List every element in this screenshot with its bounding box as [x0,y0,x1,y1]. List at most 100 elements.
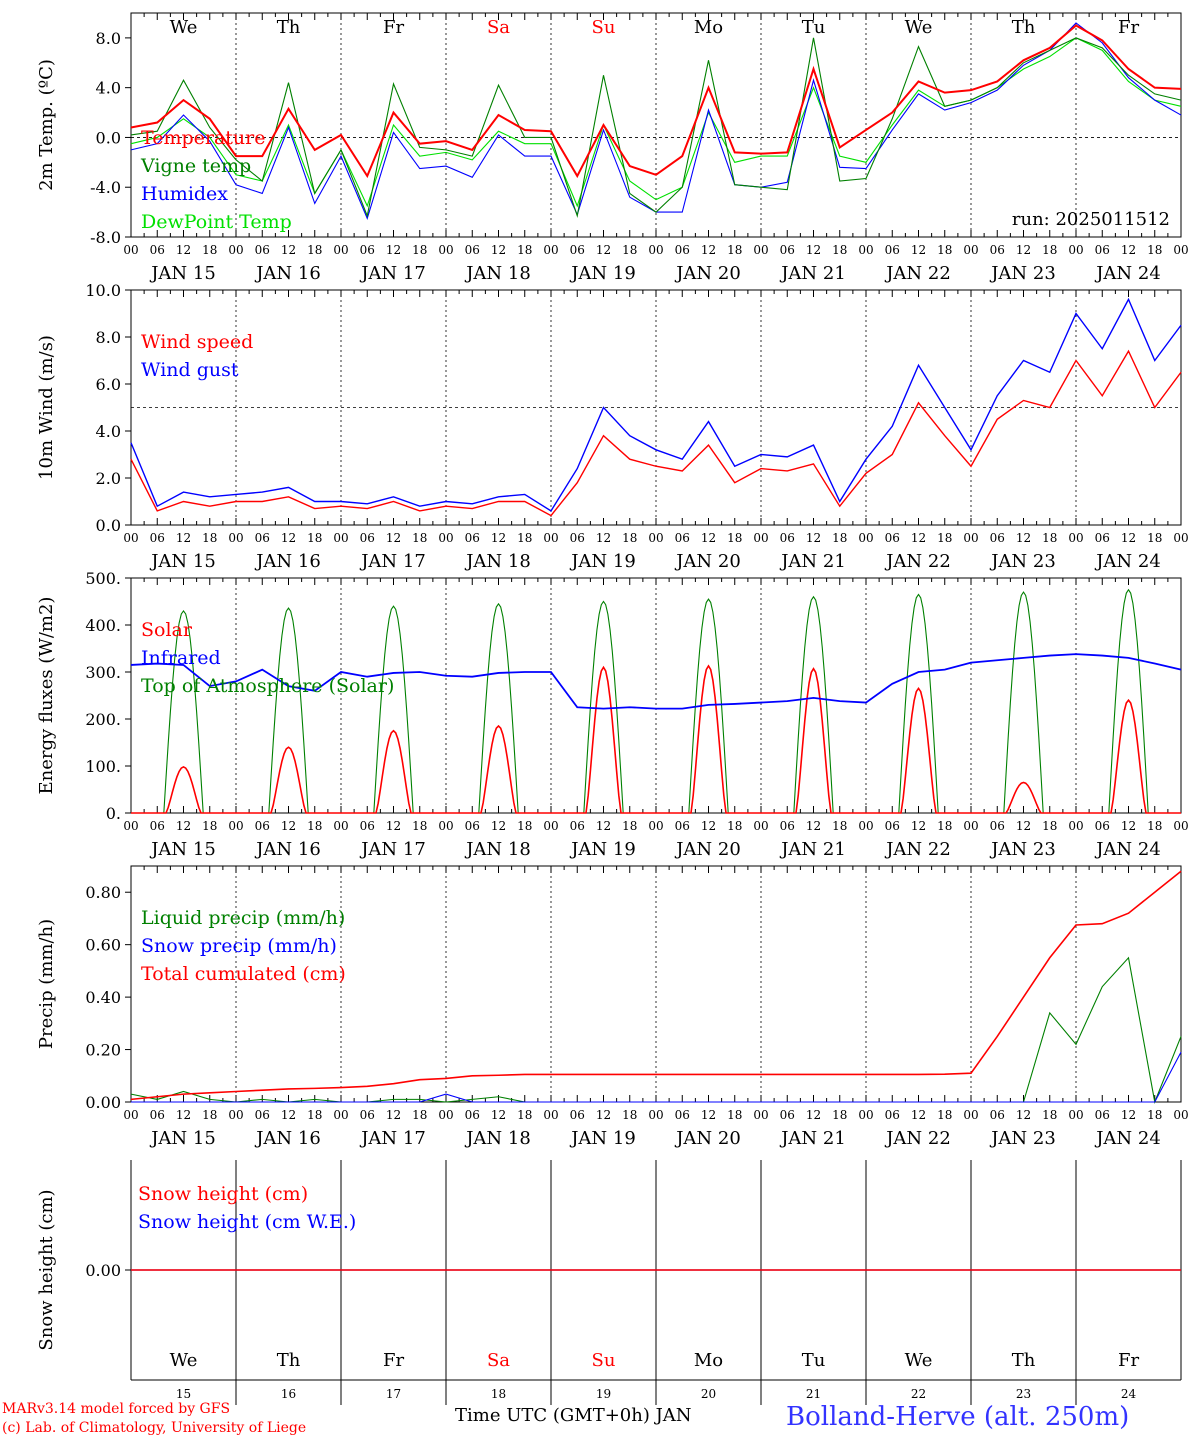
hour-tick-label: 00 [1068,819,1083,833]
hour-tick-label: 06 [990,531,1005,545]
hour-tick-label: 00 [333,819,348,833]
weekday-label: We [905,1350,933,1371]
day-label: JAN 17 [359,551,426,572]
hour-tick-label: 06 [990,819,1005,833]
hour-tick-label: 00 [1173,243,1188,257]
hour-tick-label: 18 [622,1108,637,1122]
weekday-label: Fr [383,17,404,38]
day-number: 18 [491,1387,506,1401]
y-tick-label: 0.0 [96,128,121,147]
y-tick-label: 4.0 [96,422,121,441]
day-number: 24 [1121,1387,1137,1401]
hour-tick-label: 18 [727,531,742,545]
solar-day-curve [551,665,656,814]
series-line-total-cumulated-cm- [130,870,1182,1101]
hour-tick-label: 18 [832,819,847,833]
day-number: 19 [596,1387,611,1401]
hour-tick-label: 18 [727,1108,742,1122]
model-credit: MARv3.14 model forced by GFS [2,1401,231,1417]
hour-tick-label: 18 [517,531,532,545]
day-number: 21 [806,1387,821,1401]
hour-tick-label: 06 [360,819,375,833]
hour-tick-label: 12 [596,243,611,257]
hour-tick-label: 18 [832,531,847,545]
hour-tick-label: 12 [596,1108,611,1122]
hour-tick-label: 06 [675,531,690,545]
y-axis-label: Precip (mm/h) [36,919,57,1049]
hour-tick-label: 00 [753,819,768,833]
day-label: JAN 17 [359,839,426,860]
hour-tick-label: 06 [255,243,270,257]
hour-tick-label: 12 [176,1108,191,1122]
y-tick-label: 0.80 [85,883,121,902]
series-line-temperature [130,24,1182,179]
hour-tick-label: 06 [1095,243,1110,257]
weekday-label: Tu [802,17,826,38]
y-axis-label: Snow height (cm) [36,1189,57,1350]
day-label: JAN 15 [149,551,216,572]
hour-tick-label: 18 [517,243,532,257]
hour-tick-label: 18 [1042,819,1057,833]
hour-tick-label: 18 [1042,1108,1057,1122]
hour-tick-label: 00 [543,531,558,545]
legend-entry: Vigne temp [140,155,251,177]
hour-tick-label: 00 [228,819,243,833]
day-label: JAN 24 [1094,839,1161,860]
y-tick-label: 0.00 [85,1261,121,1280]
hour-tick-label: 06 [675,819,690,833]
hour-tick-label: 18 [307,1108,322,1122]
day-label: JAN 24 [1094,1128,1161,1149]
hour-tick-label: 00 [1173,531,1188,545]
hour-tick-label: 12 [911,243,926,257]
hour-tick-label: 00 [648,819,663,833]
hour-tick-label: 06 [150,1108,165,1122]
hour-tick-label: 18 [1147,243,1162,257]
y-tick-label: 0. [106,804,121,823]
hour-tick-label: 18 [412,1108,427,1122]
hour-tick-label: 18 [727,243,742,257]
hour-tick-label: 12 [176,243,191,257]
hour-tick-label: 00 [858,819,873,833]
hour-tick-label: 18 [1042,243,1057,257]
hour-tick-label: 12 [1121,819,1136,833]
day-label: JAN 22 [884,839,951,860]
day-label: JAN 23 [989,1128,1056,1149]
day-number: 16 [281,1387,296,1401]
y-tick-label: 200. [85,710,121,729]
day-label: JAN 23 [989,839,1056,860]
hour-tick-label: 00 [1068,243,1083,257]
legend-entry: Wind gust [141,359,239,381]
y-axis-label: 10m Wind (m/s) [36,335,57,480]
weekday-label: Tu [802,1350,826,1371]
hour-tick-label: 12 [596,531,611,545]
hour-tick-label: 18 [202,819,217,833]
hour-tick-label: 18 [622,531,637,545]
weekday-label: Fr [383,1350,404,1371]
day-label: JAN 16 [254,263,321,284]
run-label: run: 2025011512 [1012,209,1170,230]
hour-tick-label: 12 [281,243,296,257]
hour-tick-label: 06 [465,1108,480,1122]
hour-tick-label: 06 [360,1108,375,1122]
hour-tick-label: 00 [123,243,138,257]
series-line-wind-speed [130,349,1182,517]
hour-tick-label: 00 [228,531,243,545]
hour-tick-label: 06 [675,1108,690,1122]
weekday-label: We [905,17,933,38]
legend-entry: Humidex [141,183,228,205]
solar-day-curve [1076,698,1181,814]
lab-credit: (c) Lab. of Climatology, University of L… [2,1420,307,1436]
hour-tick-label: 12 [806,1108,821,1122]
hour-tick-label: 12 [1121,531,1136,545]
day-label: JAN 21 [779,263,846,284]
solar-day-curve [341,729,446,814]
weekday-label: We [170,17,198,38]
hour-tick-label: 12 [386,243,401,257]
y-tick-label: 0.60 [85,936,121,955]
hour-tick-label: 00 [543,819,558,833]
day-label: JAN 16 [254,551,321,572]
hour-tick-label: 06 [1095,819,1110,833]
legend-entry: Snow precip (mm/h) [141,935,337,957]
hour-tick-label: 12 [176,819,191,833]
